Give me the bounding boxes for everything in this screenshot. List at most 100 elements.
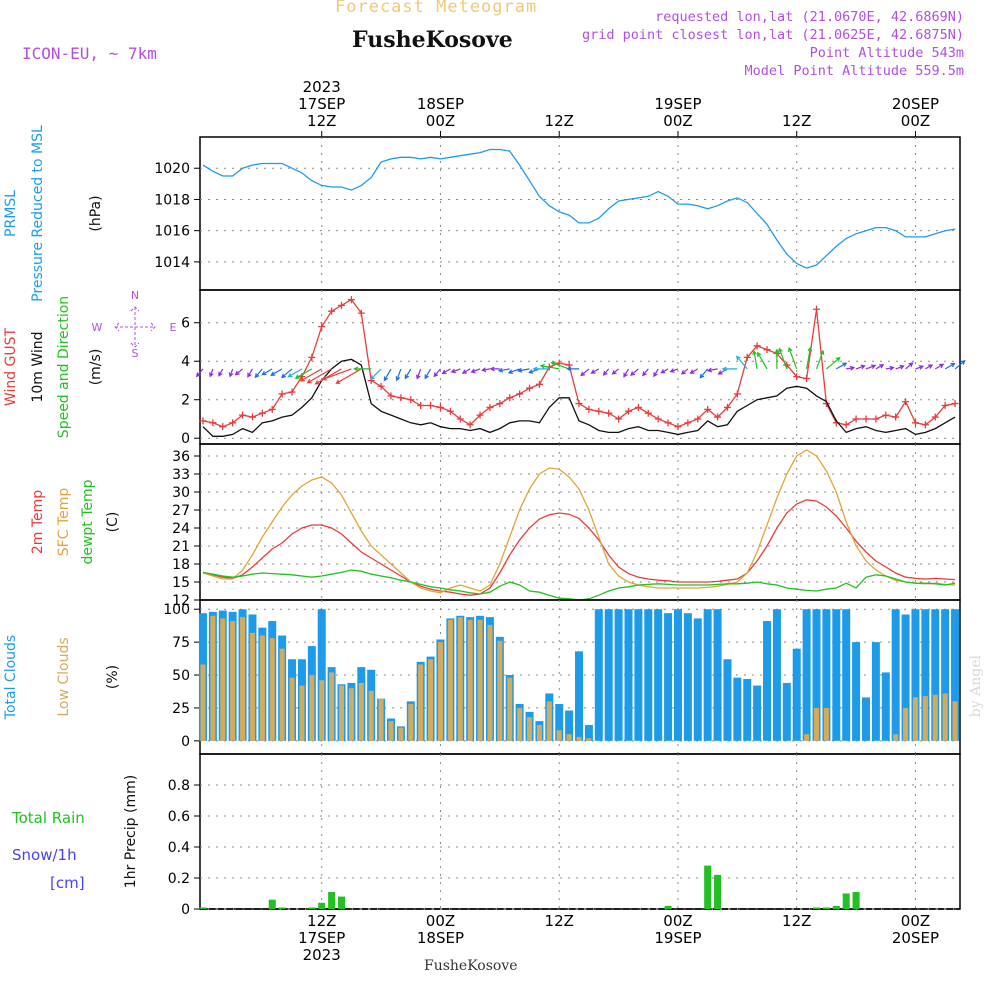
low-cloud-bar [823, 707, 829, 741]
y-axis-label: dewpt Temp [80, 479, 96, 564]
low-cloud-bar [437, 642, 443, 741]
bottom-time-label: 12Z [307, 912, 336, 930]
wind-arrow [404, 368, 412, 380]
y-axis-label: 10m Wind [30, 331, 46, 402]
gust-marker [407, 396, 415, 404]
wind-arrow [517, 367, 530, 373]
gust-marker [526, 384, 534, 392]
panel-1: 1014 1016 1018 1020 PRMSL Pressure Reduced to… [3, 125, 961, 302]
y-axis-label: (hPa) [88, 195, 104, 231]
rain-bar [714, 874, 722, 909]
wind-arrow [507, 368, 520, 374]
gust-marker [872, 415, 880, 423]
y-tick-label: 15 [172, 575, 190, 591]
total-cloud-bar [693, 618, 702, 741]
total-cloud-bar [624, 609, 633, 741]
low-cloud-bar [814, 707, 820, 741]
low-cloud-bar [546, 701, 552, 741]
y-tick-label: 0.8 [168, 778, 190, 794]
y-tick-label: 1020 [154, 161, 190, 177]
wind-arrow [395, 368, 402, 382]
low-cloud-bar [467, 619, 473, 741]
wind-arrow [611, 368, 619, 375]
wind-arrow [602, 368, 610, 376]
wind-arrow [757, 351, 768, 370]
top-time-label: 12Z [545, 112, 574, 130]
wind-arrow [787, 346, 798, 370]
top-time-label: 12Z [307, 112, 336, 130]
rain-bar [278, 907, 286, 909]
gust-marker [674, 423, 682, 431]
wind-arrow [228, 368, 234, 378]
gust-marker [476, 411, 484, 419]
gust-marker [486, 403, 494, 411]
low-cloud-bar [269, 638, 275, 741]
gust-marker [931, 413, 939, 421]
total-cloud-bar [565, 710, 574, 741]
total-cloud-bar [951, 609, 960, 741]
y-axis-label: 2m Temp [30, 490, 46, 554]
y-tick-label: 30 [172, 485, 190, 501]
low-cloud-bar [932, 694, 938, 741]
wind-arrow [752, 349, 758, 370]
wind-arrow [895, 364, 905, 370]
gust-marker [882, 411, 890, 419]
panel-4: 0 25 50 75 100 Total Clouds Low Clouds (%) [3, 599, 961, 755]
gust-marker [288, 388, 296, 396]
gust-marker [654, 415, 662, 423]
wind-arrow [280, 368, 293, 379]
compass-w: W [92, 321, 103, 334]
y-axis-label: Pressure Reduced to MSL [30, 125, 46, 302]
low-cloud-bar [912, 697, 918, 741]
top-time-label: 00Z [901, 112, 930, 130]
wind-arrow [706, 367, 718, 373]
total-cloud-bar [871, 642, 880, 741]
y-tick-label: 100 [163, 602, 190, 618]
top-time-label: 2023 [303, 78, 341, 96]
total-cloud-bar [842, 609, 851, 741]
wind-arrow [642, 368, 649, 377]
total-cloud-bar [584, 725, 593, 741]
gust-marker [664, 419, 672, 427]
wind-arrow [416, 368, 422, 380]
rain-bar [308, 907, 316, 909]
gust-marker [446, 407, 454, 415]
y-tick-label: 25 [172, 701, 190, 717]
y-axis-label: PRMSL [3, 190, 19, 237]
wind-arrow [481, 367, 491, 373]
y-tick-label: 1016 [154, 224, 190, 240]
gust-marker [456, 415, 464, 423]
low-cloud-bar [259, 635, 265, 741]
wind-arrow [370, 368, 382, 380]
gust-marker [516, 390, 524, 398]
wind-arrow [247, 368, 253, 378]
gust-marker [258, 409, 266, 417]
low-cloud-bar [329, 672, 335, 741]
wind-arrow [294, 368, 313, 379]
top-time-label: 00Z [663, 112, 692, 130]
gust-marker [951, 400, 959, 408]
total-cloud-bar [753, 685, 762, 741]
y-tick-label: 0.6 [168, 809, 190, 825]
low-cloud-bar [536, 725, 542, 741]
low-cloud-bar [230, 621, 236, 741]
gust-marker [575, 400, 583, 408]
rain-bar [328, 891, 336, 909]
total-cloud-bar [891, 609, 900, 741]
y-tick-label: 24 [172, 521, 190, 537]
y-axis-label: Wind GUST [3, 327, 19, 406]
gust-marker [318, 323, 326, 331]
top-time-label: 20SEP [892, 95, 939, 113]
wind-arrow [550, 361, 570, 370]
gust-marker [377, 382, 385, 390]
wind-arrow [855, 364, 866, 370]
gust-marker [842, 421, 850, 429]
wind-arrow [630, 368, 639, 376]
low-cloud-bar [477, 619, 483, 741]
gust-marker [803, 375, 811, 383]
gust-marker [436, 403, 444, 411]
gust-marker [753, 342, 761, 350]
wind-arrow [489, 366, 500, 372]
gust-marker [763, 346, 771, 354]
wind-arrow [532, 366, 550, 372]
